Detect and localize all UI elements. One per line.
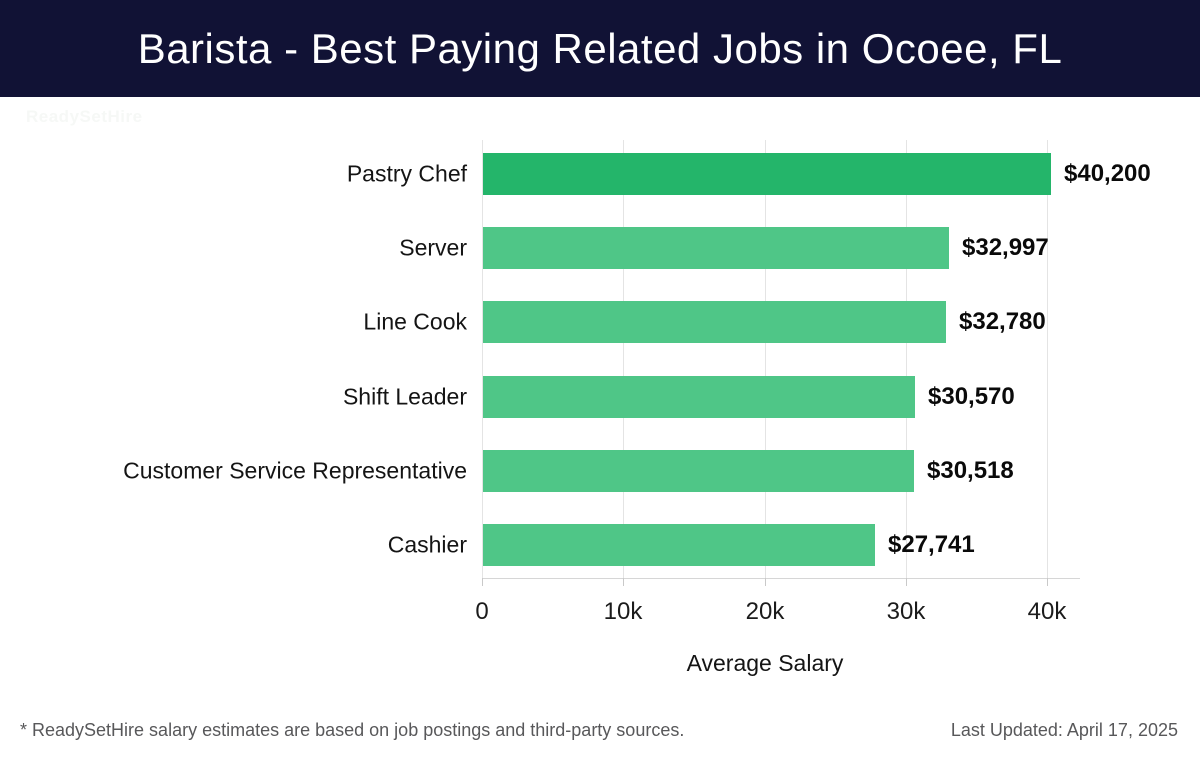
header-banner: Barista - Best Paying Related Jobs in Oc… — [0, 0, 1200, 97]
x-tick-label: 10k — [603, 598, 643, 625]
axis-tick — [906, 578, 907, 586]
bar — [483, 376, 915, 418]
plot-area: 0 10k 20k 30k 40k Pastry Chef $40,200 Server $32… — [123, 140, 1151, 625]
bar — [483, 227, 949, 269]
axis-tick — [623, 578, 624, 586]
x-axis-line — [482, 578, 1080, 579]
category-label: Server — [399, 234, 467, 261]
disclaimer-text: * ReadySetHire salary estimates are base… — [20, 720, 685, 740]
x-axis-title: Average Salary — [686, 650, 844, 676]
gridline — [906, 140, 907, 578]
watermark-logo: ReadySetHire — [26, 107, 143, 126]
bar — [483, 153, 1051, 195]
x-tick-label: 30k — [886, 598, 926, 625]
last-updated-text: Last Updated: April 17, 2025 — [950, 720, 1178, 740]
gridline — [482, 140, 483, 578]
page-title: Barista - Best Paying Related Jobs in Oc… — [137, 24, 1063, 72]
axis-tick — [1047, 578, 1048, 586]
gridline — [765, 140, 766, 578]
bar — [483, 524, 875, 566]
gridline — [623, 140, 624, 578]
category-label: Shift Leader — [342, 383, 467, 410]
value-label: $32,780 — [959, 308, 1046, 335]
value-label: $27,741 — [888, 531, 975, 558]
category-label: Line Cook — [363, 308, 467, 335]
value-label: $30,518 — [927, 457, 1014, 484]
value-label: $32,997 — [962, 234, 1049, 261]
x-tick-label: 40k — [1027, 598, 1067, 625]
x-tick-label: 20k — [745, 598, 785, 625]
bar — [483, 301, 946, 343]
category-label: Pastry Chef — [346, 160, 467, 187]
bar — [483, 450, 914, 492]
value-label: $30,570 — [928, 383, 1015, 410]
axis-tick — [765, 578, 766, 586]
x-tick-label: 0 — [475, 598, 489, 625]
category-label: Cashier — [387, 531, 467, 558]
category-label: Customer Service Representative — [123, 457, 467, 484]
value-label: $40,200 — [1064, 160, 1151, 187]
axis-tick — [482, 578, 483, 586]
gridline — [1047, 140, 1048, 578]
